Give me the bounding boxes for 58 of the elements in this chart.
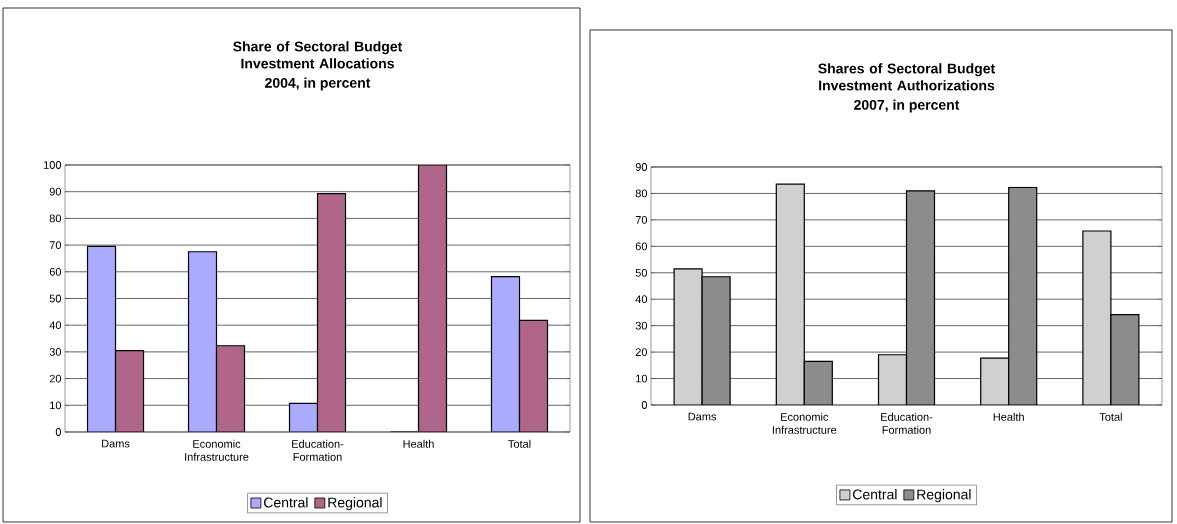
x-tick-label: Health [403, 439, 434, 448]
bar [86, 245, 117, 432]
x-tick-label: Economic Infrastructure [772, 412, 837, 434]
y-tick-label: 50 [635, 268, 648, 277]
y-tick-label: 70 [49, 241, 62, 249]
legend-label: Central [853, 489, 897, 500]
bar [288, 402, 319, 432]
y-tick-label: 60 [49, 267, 62, 276]
bar [417, 164, 448, 432]
bar [701, 276, 731, 405]
y-tick-label: 30 [635, 321, 648, 330]
y-tick-label: 10 [636, 374, 648, 383]
y-tick-label: 0 [641, 401, 648, 409]
chart-title: Shares of Sectoral Budget Investment Authorizations [818, 63, 995, 91]
y-tick-label: 90 [49, 187, 62, 196]
x-tick-label: Economic Infrastructure [185, 439, 249, 461]
bar [187, 251, 218, 432]
y-tick-label: 40 [49, 321, 62, 330]
bar [877, 354, 908, 405]
y-tick-label: 30 [49, 348, 62, 356]
chart-subtitle: 2007, in percent [854, 99, 960, 113]
x-tick-label: Dams [688, 412, 717, 421]
bar [1110, 313, 1140, 405]
bar [215, 345, 246, 432]
legend-label: Regional [917, 489, 971, 503]
bar [1008, 186, 1038, 405]
bar [980, 357, 1010, 405]
y-tick-label: 40 [635, 295, 648, 304]
bar [803, 360, 833, 405]
y-tick-label: 60 [635, 242, 648, 251]
y-tick-label: 90 [635, 163, 648, 171]
y-tick-label: 80 [49, 214, 62, 223]
chart-title: Share of Sectoral Budget Investment Allocations [233, 41, 403, 69]
legend-label: Central [264, 497, 308, 508]
bar [1082, 230, 1112, 405]
bar [673, 268, 703, 405]
x-tick-label: Health [993, 412, 1024, 421]
x-tick-label: Total [1099, 412, 1122, 421]
y-tick-label: 0 [55, 428, 62, 436]
bar [316, 192, 347, 432]
y-tick-label: 80 [635, 189, 648, 198]
bar [518, 319, 549, 432]
x-tick-label: Total [508, 439, 531, 448]
x-tick-label: Education-Formation [292, 439, 344, 461]
bar [490, 276, 521, 432]
y-tick-label: 20 [49, 374, 62, 383]
bar [114, 349, 145, 432]
x-tick-label: Education-Formation [881, 412, 933, 434]
bar [905, 190, 936, 405]
y-tick-label: 50 [49, 294, 62, 303]
y-tick-label: 70 [635, 216, 648, 224]
legend-label: Regional [328, 497, 382, 511]
y-tick-label: 100 [43, 161, 62, 169]
x-tick-label: Dams [102, 439, 130, 448]
bar [775, 183, 805, 405]
chart-subtitle: 2004, in percent [265, 77, 371, 91]
y-tick-label: 20 [635, 348, 648, 356]
y-tick-label: 10 [50, 401, 62, 410]
